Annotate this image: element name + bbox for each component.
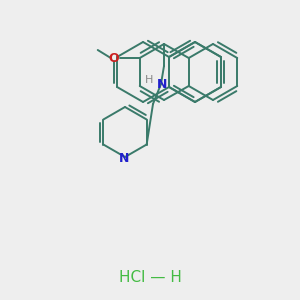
Text: N: N bbox=[119, 152, 129, 164]
Text: O: O bbox=[108, 52, 119, 64]
Text: HCl — H: HCl — H bbox=[118, 271, 182, 286]
Text: H: H bbox=[145, 75, 153, 85]
Text: N: N bbox=[157, 79, 167, 92]
